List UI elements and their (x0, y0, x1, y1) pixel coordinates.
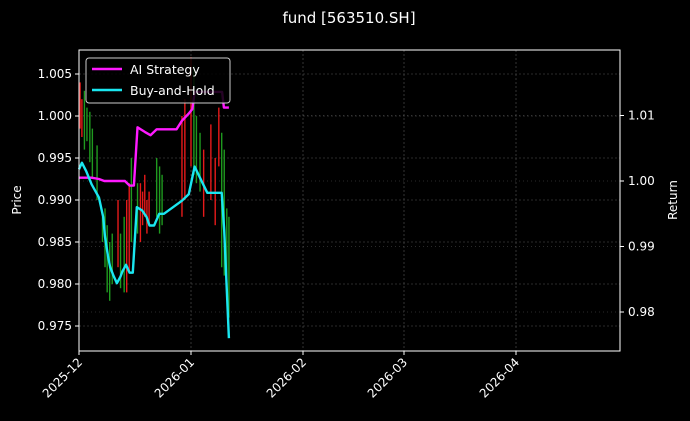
y-tick-label-right: 1.00 (628, 174, 655, 188)
y-tick-label: 0.990 (38, 193, 72, 207)
y-tick-label-right: 1.01 (628, 109, 655, 123)
y-axis-right: 0.98 0.99 1.00 1.01 (620, 109, 655, 319)
series-line-buy-and-hold (77, 161, 231, 339)
chart-title: fund [563510.SH] (282, 9, 415, 27)
y-tick-label-right: 0.99 (628, 240, 655, 254)
legend-label-ai-strategy: AI Strategy (130, 62, 200, 77)
y-tick-label: 1.000 (38, 109, 72, 123)
legend-label-buy-and-hold: Buy-and-Hold (130, 83, 215, 98)
y-tick-label: 1.005 (38, 67, 72, 81)
y-axis-label-left: Price (10, 185, 24, 214)
y-axis-label-right: Return (666, 180, 680, 220)
legend: AI Strategy Buy-and-Hold (85, 57, 231, 104)
y-axis-left: 0.975 0.980 0.985 0.990 0.995 1.000 1.005 (38, 67, 79, 333)
price-candles (79, 57, 230, 318)
y-tick-label: 0.985 (38, 235, 72, 249)
y-tick-label: 0.975 (38, 319, 72, 333)
y-tick-label: 0.995 (38, 151, 72, 165)
y-tick-label: 0.980 (38, 277, 72, 291)
y-tick-label-right: 0.98 (628, 305, 655, 319)
